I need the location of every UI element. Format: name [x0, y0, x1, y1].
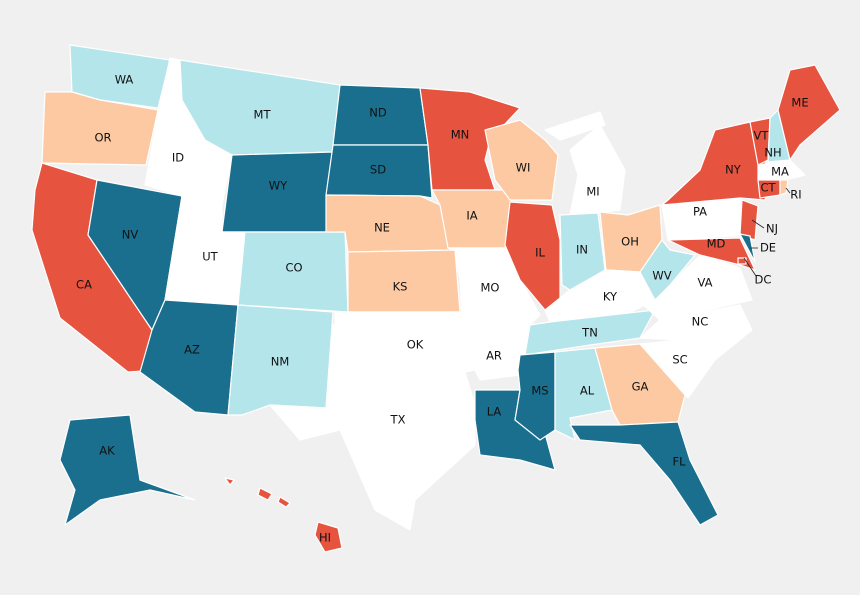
leader-line — [751, 219, 765, 229]
state-region — [779, 179, 789, 196]
state-region — [277, 496, 291, 508]
state-label: CT — [760, 181, 776, 195]
state-label: AK — [99, 444, 115, 458]
state-region — [639, 239, 696, 301]
state-label: TN — [581, 326, 598, 340]
state-label: NC — [692, 315, 709, 329]
state-region — [269, 324, 476, 531]
state-label: SD — [370, 163, 386, 177]
state-label: IA — [466, 209, 477, 223]
state-label: UT — [202, 250, 218, 264]
state-region — [257, 487, 273, 501]
state-label: KS — [393, 280, 408, 294]
state-label: WI — [516, 161, 531, 175]
state-label: ID — [172, 151, 184, 165]
state-region — [569, 124, 626, 216]
state-region — [325, 144, 433, 199]
state-label: AR — [486, 349, 502, 363]
state-label: MD — [707, 237, 726, 251]
state-region — [737, 257, 747, 265]
state-label: OH — [621, 235, 639, 249]
state-label: FL — [672, 455, 686, 469]
leader-line — [785, 187, 791, 194]
state-label: MN — [451, 128, 470, 142]
state-region — [419, 87, 521, 191]
state-region — [484, 119, 559, 201]
state-label: MO — [481, 281, 500, 295]
state-label: CO — [285, 261, 302, 275]
state-label: WV — [652, 269, 671, 283]
state-region — [777, 64, 841, 161]
state-label: NE — [374, 221, 390, 235]
state-region — [59, 414, 196, 526]
state-shapes — [31, 44, 841, 553]
state-label: HI — [319, 531, 331, 545]
state-region — [667, 237, 756, 271]
state-label: AL — [580, 384, 595, 398]
state-label: NH — [764, 146, 781, 160]
state-region — [739, 233, 756, 263]
state-label: IL — [535, 246, 545, 260]
state-label: NY — [725, 163, 742, 177]
state-label: LA — [487, 405, 502, 419]
state-label: SC — [672, 353, 687, 367]
state-label: MS — [531, 384, 548, 398]
state-label: NM — [271, 355, 290, 369]
state-label: WA — [115, 73, 134, 87]
state-label: ND — [369, 106, 387, 120]
state-labels: WA OR CA NV ID MT WY UT AZ CO NM ND SD NE KS OK TX MN IA MO… — [76, 73, 809, 545]
state-label: DE — [760, 241, 776, 255]
state-label: WY — [269, 179, 288, 193]
state-label: DC — [755, 273, 772, 287]
state-label: ME — [791, 96, 808, 110]
state-label: KY — [603, 290, 618, 304]
state-label: NJ — [766, 222, 778, 236]
state-label: VA — [698, 276, 713, 290]
state-region — [69, 44, 171, 109]
leader-line — [743, 257, 757, 277]
state-label: GA — [632, 380, 649, 394]
state-region — [314, 521, 343, 553]
state-label: MT — [254, 108, 272, 122]
state-region — [757, 159, 806, 181]
state-region — [569, 421, 719, 526]
state-label: RI — [790, 188, 801, 202]
state-label: NV — [122, 228, 139, 242]
state-region — [544, 111, 606, 141]
state-label: VT — [754, 129, 770, 143]
state-label: IN — [576, 243, 588, 257]
state-label: AZ — [184, 343, 200, 357]
state-label: MI — [586, 185, 599, 199]
state-label: MA — [771, 165, 789, 179]
state-region — [739, 199, 759, 241]
state-region — [224, 477, 235, 486]
state-label: OK — [407, 338, 424, 352]
state-label: CA — [76, 278, 92, 292]
leader-lines — [743, 187, 791, 277]
state-label: TX — [390, 413, 406, 427]
state-label: OR — [94, 131, 111, 145]
state-label: PA — [693, 205, 707, 219]
